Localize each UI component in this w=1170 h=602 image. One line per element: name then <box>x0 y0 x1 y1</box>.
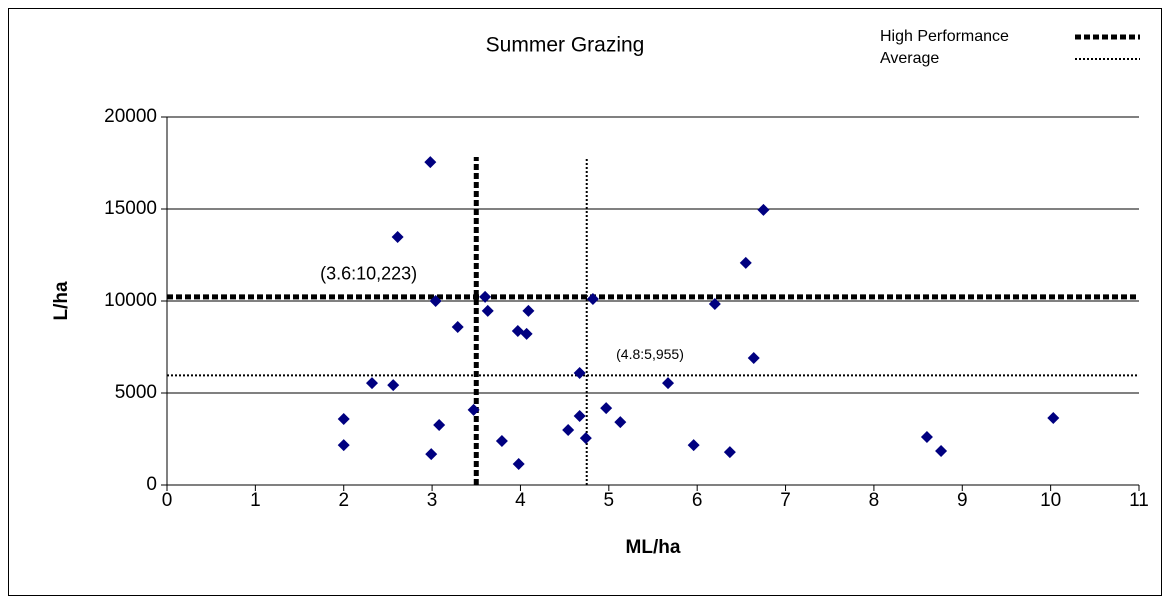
point <box>1047 412 1060 425</box>
point <box>467 403 480 416</box>
point <box>723 446 736 459</box>
x-tick-label: 1 <box>250 490 261 511</box>
point <box>708 297 721 310</box>
point <box>614 416 627 429</box>
point <box>451 320 464 333</box>
point <box>429 295 442 307</box>
y-tick-label: 5000 <box>115 382 157 403</box>
x-tick-label: 5 <box>604 490 615 511</box>
point <box>662 377 675 390</box>
point <box>424 156 437 169</box>
y-axis-title: L/ha <box>51 281 72 320</box>
x-tick-label: 11 <box>1129 490 1149 511</box>
point <box>425 448 438 461</box>
chart-border <box>8 8 1162 596</box>
x-axis-title: ML/ha <box>626 537 681 558</box>
point <box>387 379 400 392</box>
point <box>391 230 404 243</box>
x-tick-label: 8 <box>869 490 880 511</box>
y-tick-label: 10000 <box>104 290 157 311</box>
point <box>579 432 592 445</box>
y-tick-label: 0 <box>146 474 157 495</box>
x-tick-label: 7 <box>780 490 791 511</box>
chart-title: Summer Grazing <box>486 34 645 57</box>
point <box>481 304 494 317</box>
point <box>479 290 492 303</box>
x-tick-label: 2 <box>338 490 349 511</box>
legend-label: Average <box>880 50 939 67</box>
x-tick-label: 10 <box>1040 490 1061 511</box>
point <box>337 412 350 425</box>
point <box>522 304 535 317</box>
point <box>573 366 586 379</box>
point <box>586 292 599 305</box>
point <box>562 423 575 436</box>
point <box>366 377 379 390</box>
point <box>687 439 700 452</box>
point <box>747 352 760 365</box>
x-tick-label: 0 <box>162 490 173 511</box>
point <box>433 419 446 432</box>
legend-label: High Performance <box>880 28 1009 45</box>
point <box>337 439 350 452</box>
x-tick-label: 9 <box>957 490 968 511</box>
x-tick-label: 3 <box>427 490 438 511</box>
point <box>920 430 933 443</box>
point <box>495 435 508 448</box>
point <box>520 327 533 340</box>
point <box>512 458 525 471</box>
point <box>573 410 586 422</box>
annotation: (3.6:10,223) <box>320 264 417 284</box>
x-tick-label: 6 <box>692 490 703 511</box>
annotation: (4.8:5,955) <box>616 346 684 362</box>
point <box>757 203 770 216</box>
point <box>600 402 613 415</box>
point <box>935 444 948 457</box>
point <box>739 256 752 269</box>
x-tick-label: 4 <box>515 490 526 511</box>
y-tick-label: 20000 <box>104 106 157 127</box>
y-tick-label: 15000 <box>104 198 157 219</box>
